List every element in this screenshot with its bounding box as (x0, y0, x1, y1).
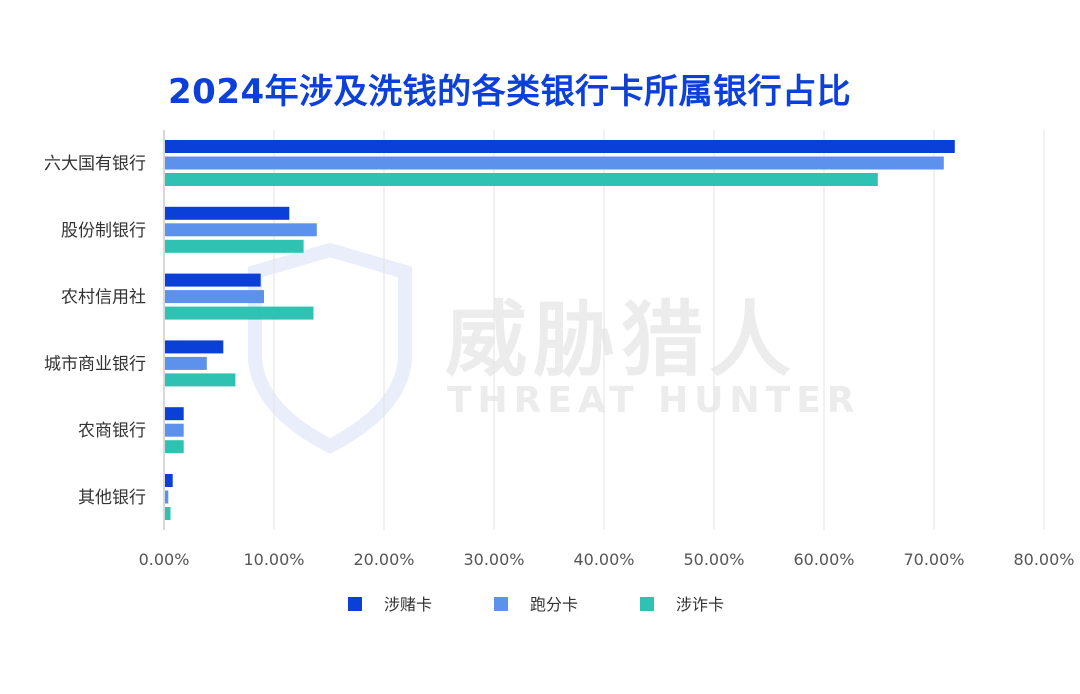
category-label: 农商银行 (78, 421, 146, 441)
x-tick-label: 30.00% (463, 550, 524, 569)
bar (165, 373, 236, 387)
category-label: 农村信用社 (61, 288, 146, 308)
category-label: 其他银行 (78, 488, 146, 508)
watermark-shield-icon (248, 242, 412, 454)
category-label: 城市商业银行 (44, 354, 146, 374)
x-tick-label: 70.00% (903, 550, 964, 569)
gridlines (273, 130, 1045, 530)
bars (165, 140, 955, 520)
bar (165, 440, 184, 454)
x-tick-labels: 0.00% 10.00% 20.00% 30.00% 40.00% 50.00% 60.00… (139, 550, 1075, 569)
bar (165, 290, 264, 304)
bar (165, 340, 224, 354)
bar (165, 507, 171, 520)
bar (165, 490, 169, 504)
bar (165, 474, 173, 487)
bar (165, 239, 304, 253)
legend-swatch (348, 597, 362, 611)
bar (165, 423, 184, 437)
bar (165, 273, 261, 287)
bar (165, 306, 314, 320)
bar (165, 140, 955, 153)
bar (165, 206, 290, 220)
watermark-text-en: THREAT HUNTER (447, 380, 861, 421)
x-tick-label: 50.00% (683, 550, 744, 569)
bar (165, 356, 207, 370)
legend-swatch (494, 597, 508, 611)
bar (165, 173, 878, 186)
x-tick-label: 10.00% (243, 550, 304, 569)
bar (165, 156, 944, 170)
legend-swatch (640, 597, 654, 611)
legend-label: 跑分卡 (530, 595, 578, 614)
legend-label: 涉诈卡 (676, 595, 724, 614)
x-tick-label: 40.00% (573, 550, 634, 569)
chart-title: 2024年涉及洗钱的各类银行卡所属银行占比 (168, 72, 852, 112)
legend-label: 涉赌卡 (384, 595, 432, 614)
x-tick-label: 60.00% (793, 550, 854, 569)
category-label: 股份制银行 (61, 221, 146, 241)
x-tick-label: 80.00% (1013, 550, 1074, 569)
category-label: 六大国有银行 (44, 154, 146, 174)
legend: 涉赌卡 跑分卡 涉诈卡 (348, 595, 724, 614)
x-tick-label: 20.00% (353, 550, 414, 569)
watermark-text-cn: 威胁猎人 (445, 293, 797, 388)
bar (165, 223, 317, 237)
x-tick-label: 0.00% (139, 550, 190, 569)
bar (165, 407, 184, 421)
